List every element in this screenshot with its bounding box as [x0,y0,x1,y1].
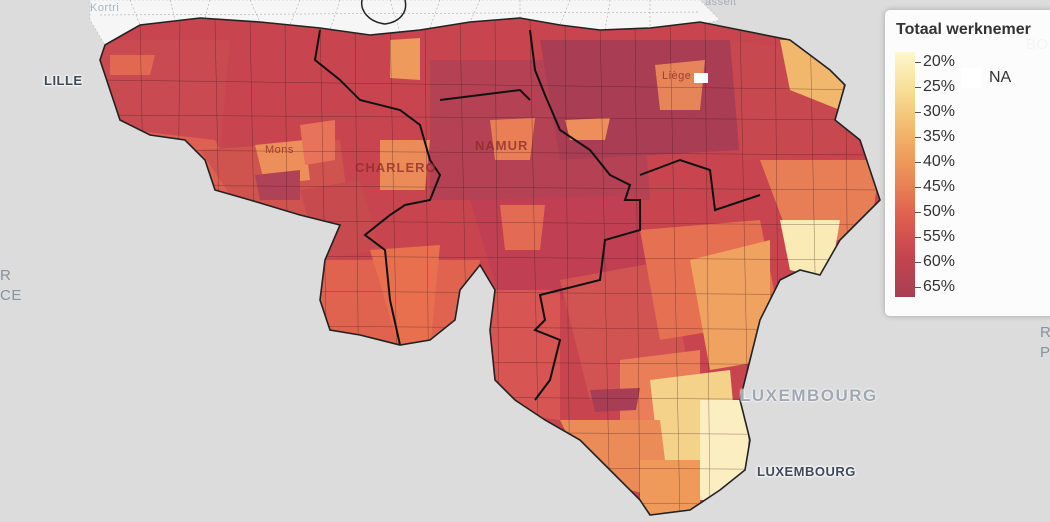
legend-tick [915,187,921,188]
legend-tick [915,87,921,88]
legend-tick-label: 40% [923,153,956,170]
label-mons: Mons [265,144,294,156]
legend-na-label: NA [989,69,1012,86]
legend-title: Totaal werknemer [896,21,1031,38]
label-charleroi: CHARLERO [355,160,437,175]
brussels-outline [360,0,407,25]
label-right-edge-3: P [1040,344,1050,361]
legend-tick [915,62,921,63]
label-liege: Liège [662,70,692,82]
label-luxembourg-country: LUXEMBOURG [740,386,878,405]
legend-tick [915,287,921,288]
map-legend: Totaal werknemer 20% 25% 30% 35% 40% 45% 50% 55… [885,10,1050,316]
legend-tick-label: 50% [923,203,956,220]
legend-tick-label: 35% [923,128,956,145]
legend-color-scale [895,52,915,297]
na-area [694,73,708,83]
legend-tick [915,137,921,138]
label-kortrijk: Kortri [90,2,120,14]
legend-tick-label: 30% [923,103,956,120]
label-right-edge-2: R [1040,324,1050,341]
legend-na-swatch [961,68,981,88]
label-left-edge-2: CE [0,287,22,304]
legend-tick-label: 65% [923,278,956,295]
label-luxembourg-city: LUXEMBOURG [757,464,856,479]
flanders-municipality-lines [99,0,701,33]
label-left-edge-1: R [0,267,12,284]
legend-tick-label: 25% [923,78,956,95]
legend-tick-label: 20% [923,53,956,70]
legend-tick-label: 45% [923,178,956,195]
label-namur: NAMUR [475,138,529,153]
legend-tick [915,262,921,263]
legend-tick-label: 60% [923,253,956,270]
legend-tick-label: 55% [923,228,956,245]
label-lille: LILLE [44,73,83,88]
legend-tick [915,112,921,113]
legend-tick [915,162,921,163]
province-borders [313,29,761,401]
label-hasselt: asselt [705,0,737,8]
legend-tick [915,237,921,238]
legend-tick [915,212,921,213]
